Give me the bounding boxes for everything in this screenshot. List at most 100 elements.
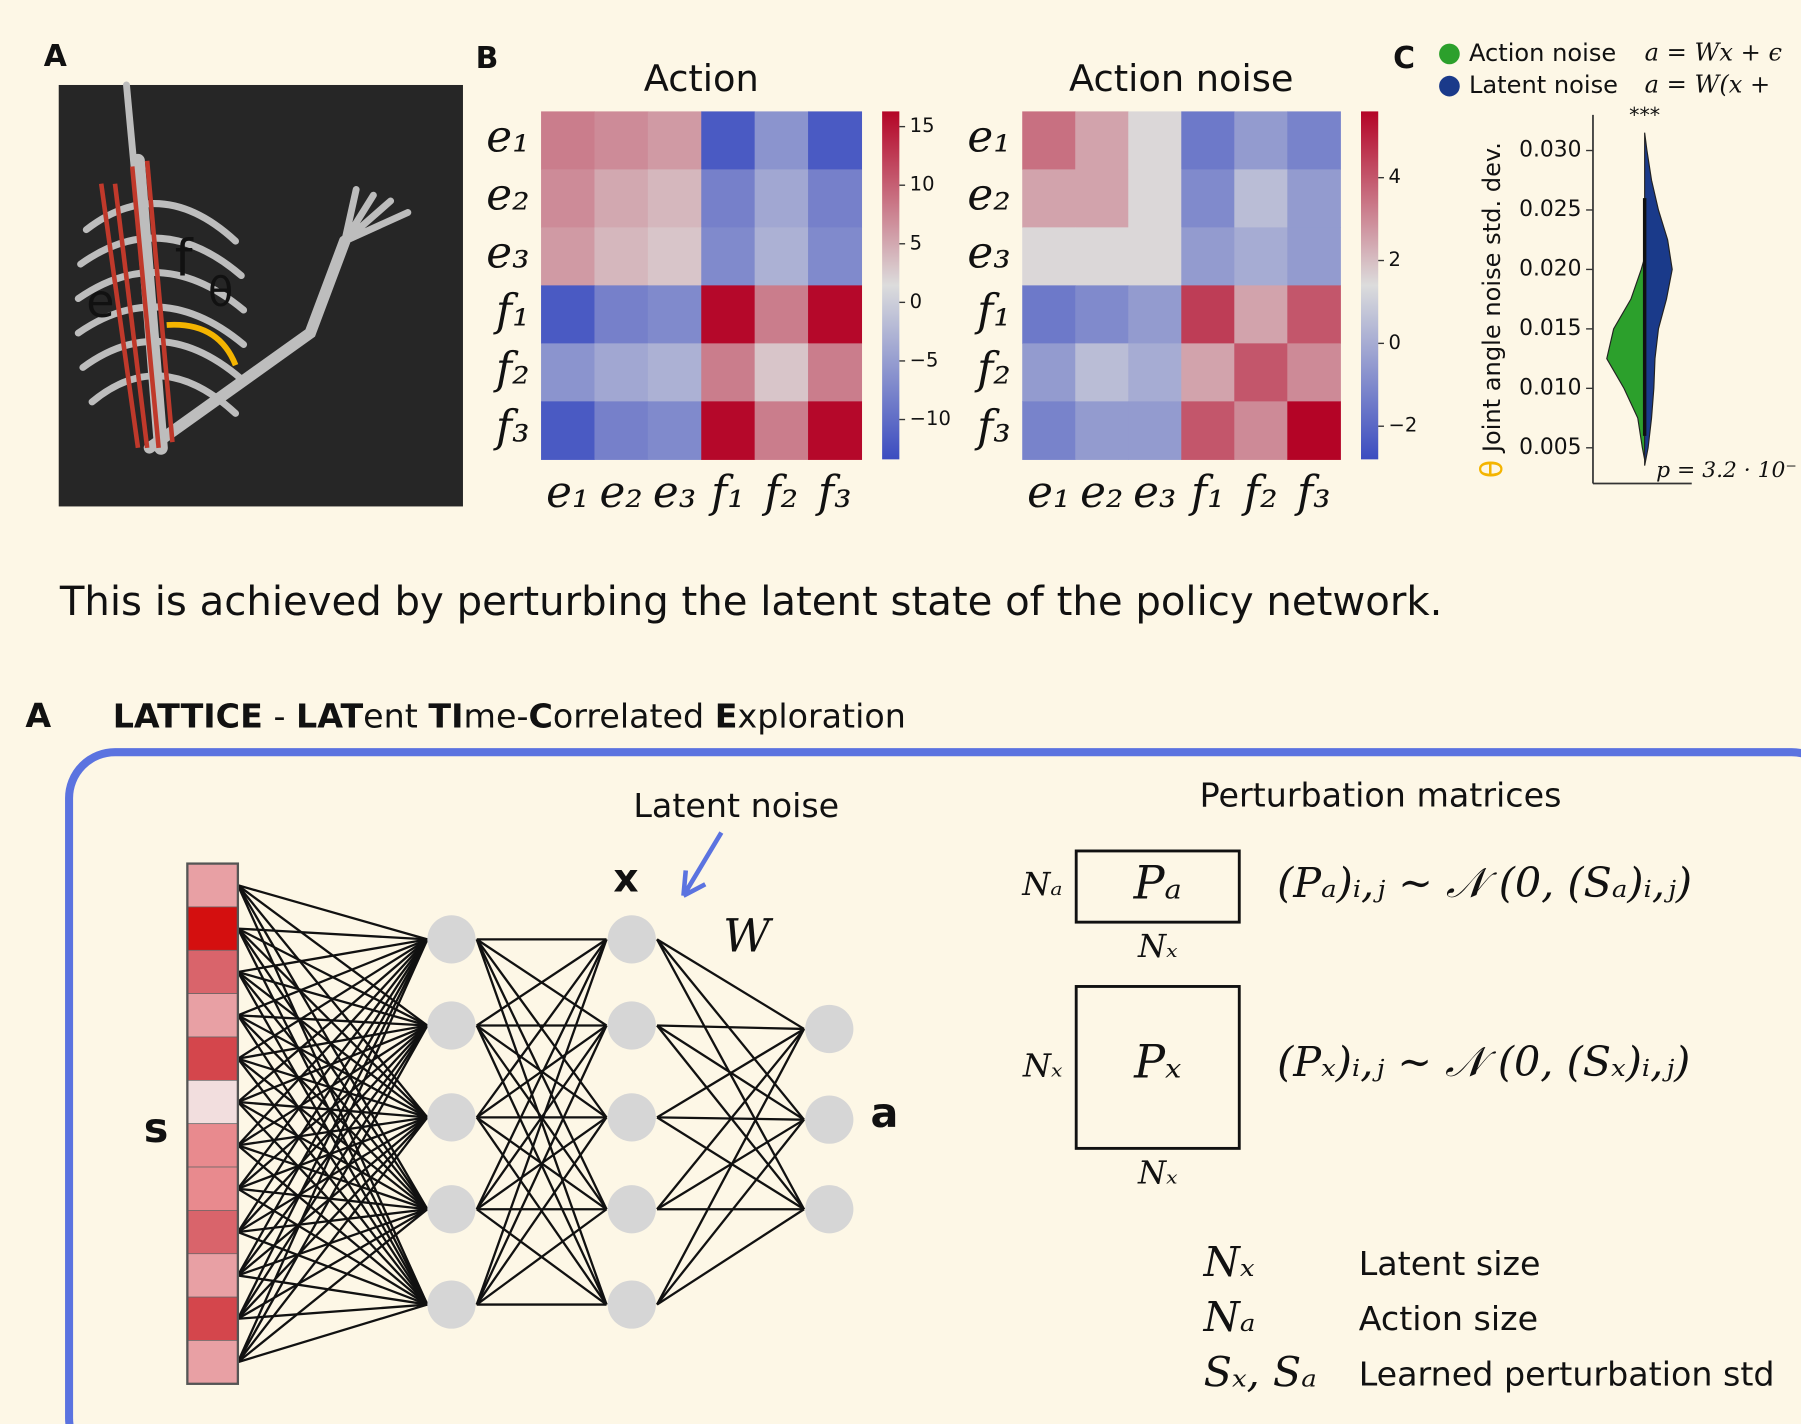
heat-cell (1287, 169, 1341, 228)
legend-label: Latent noise (1469, 71, 1618, 99)
heat-cell (1128, 285, 1182, 344)
colorbar-tick-label: −2 (1389, 414, 1418, 437)
heat-cell (1075, 227, 1129, 286)
colorbar-tick-label: −10 (910, 407, 951, 430)
heat-cell (701, 169, 755, 228)
legend-text: Latent size (1359, 1244, 1541, 1283)
col-label: e₂ (599, 468, 642, 518)
matrix-col-label: Nₓ (1137, 927, 1178, 965)
node (805, 1185, 853, 1233)
heat-cell (1234, 285, 1288, 344)
colorbar (1361, 111, 1378, 459)
heat-cell (1287, 343, 1341, 402)
heat-cell (1128, 343, 1182, 402)
input-cell (187, 1167, 238, 1210)
input-cell (187, 907, 238, 950)
heat-cell (541, 169, 595, 228)
heat-cell (701, 285, 755, 344)
legend-label: Action noise (1469, 39, 1616, 67)
edge (657, 1029, 804, 1117)
legend-marker (1439, 44, 1460, 65)
title-part: LATTICE (113, 696, 263, 735)
panel-label: C (1393, 41, 1415, 76)
title-part: LAT (296, 696, 363, 735)
input-cell (187, 1210, 238, 1253)
heat-cell (594, 401, 648, 460)
heat-cell (1075, 285, 1129, 344)
colorbar-tick-label: 5 (910, 231, 922, 254)
row-label: e₃ (967, 228, 1010, 278)
heat-cell (648, 111, 702, 170)
row-label: f₃ (974, 402, 1011, 452)
colorbar-tick-label: 10 (910, 173, 935, 196)
heat-cell (594, 111, 648, 170)
heat-cell (1181, 169, 1235, 228)
legend-symbol: Nₐ (1203, 1293, 1256, 1341)
heat-cell (1075, 343, 1129, 402)
heat-cell (1234, 401, 1288, 460)
heat-cell (1022, 111, 1076, 170)
matrix-name: Pₓ (1133, 1035, 1181, 1089)
y-label-symbol: θ (1475, 460, 1510, 478)
y-tick-label: 0.030 (1519, 138, 1581, 163)
node (427, 1280, 475, 1328)
heat-cell (541, 343, 595, 402)
heat-cell (701, 111, 755, 170)
heat-cell (808, 111, 862, 170)
heat-cell (1022, 169, 1076, 228)
chart-title: Action (644, 57, 759, 100)
matrix-row-label: Nₐ (1021, 865, 1062, 903)
matrices-title: Perturbation matrices (1200, 775, 1562, 814)
heat-cell (755, 343, 809, 402)
matrix-formula: (Pₓ)ᵢ,ⱼ ∼ 𝒩 (0, (Sₓ)ᵢ,ⱼ) (1277, 1038, 1690, 1086)
heat-cell (1234, 111, 1288, 170)
node (608, 1001, 656, 1049)
heat-cell (1128, 401, 1182, 460)
heat-cell (1181, 285, 1235, 344)
input-cell (187, 1254, 238, 1297)
colorbar-tick-label: 0 (910, 290, 922, 313)
col-label: e₂ (1080, 468, 1123, 518)
heat-cell (1128, 227, 1182, 286)
colorbar-tick-label: 15 (910, 114, 935, 137)
heat-cell (755, 285, 809, 344)
heat-cell (1075, 401, 1129, 460)
heat-cell (1287, 227, 1341, 286)
heat-cell (1181, 343, 1235, 402)
heat-cell (1287, 111, 1341, 170)
heat-cell (1234, 343, 1288, 402)
heat-cell (1022, 343, 1076, 402)
title-part: C (528, 696, 552, 735)
edge (657, 1209, 804, 1304)
col-label: f₁ (1188, 468, 1225, 518)
y-axis-label: θ Joint angle noise std. dev. (1475, 142, 1510, 478)
p-value: p = 3.2 · 10⁻ (1656, 458, 1797, 483)
input-cell (187, 994, 238, 1037)
title-part: orrelated (553, 696, 715, 735)
y-tick-label: 0.025 (1519, 197, 1581, 222)
legend-formula: a = Wx + ϵ (1645, 38, 1783, 66)
latent-label: x (613, 856, 638, 901)
output-label: a (870, 1089, 898, 1137)
col-label: f₂ (762, 468, 799, 518)
heat-cell (648, 169, 702, 228)
title-part: - (263, 696, 296, 735)
heat-cell (1234, 227, 1288, 286)
col-label: f₂ (1241, 468, 1278, 518)
heat-cell (648, 227, 702, 286)
row-label: e₁ (486, 112, 529, 162)
heat-cell (1022, 285, 1076, 344)
page: {"panel_labels": {"a": "A", "b": "B", "c… (0, 0, 1801, 1424)
node (427, 1001, 475, 1049)
legend-symbol: Sₓ, Sₐ (1204, 1348, 1317, 1396)
heat-cell (755, 169, 809, 228)
row-label: f₂ (493, 344, 530, 394)
row-label: e₂ (486, 170, 529, 220)
col-label: f₁ (708, 468, 745, 518)
input-cell (187, 1124, 238, 1167)
heat-cell (808, 227, 862, 286)
y-tick-label: 0.005 (1519, 435, 1581, 460)
heat-cell (541, 401, 595, 460)
col-label: e₃ (1133, 468, 1176, 518)
charts: Actione₁e₂e₃f₁f₂f₃e₁e₂e₃f₁f₂f₃−10−505101… (486, 38, 1797, 518)
